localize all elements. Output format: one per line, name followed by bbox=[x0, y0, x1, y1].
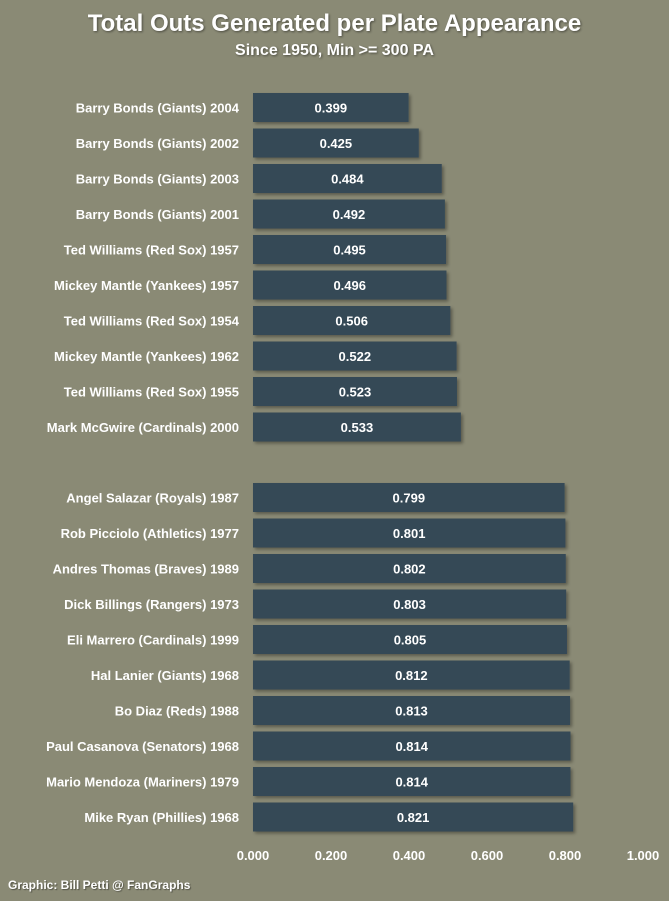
bar-value-label: 0.495 bbox=[333, 243, 366, 258]
bar-value-label: 0.802 bbox=[393, 562, 426, 577]
bar bbox=[253, 589, 567, 619]
bar bbox=[253, 128, 419, 158]
bar-value-label: 0.803 bbox=[393, 597, 426, 612]
category-label: Ted Williams (Red Sox) 1957 bbox=[64, 243, 239, 258]
category-label: Mark McGwire (Cardinals) 2000 bbox=[47, 420, 239, 435]
x-tick-label: 0.400 bbox=[393, 848, 426, 863]
bar-value-label: 0.799 bbox=[393, 491, 426, 506]
category-label: Ted Williams (Red Sox) 1955 bbox=[64, 385, 239, 400]
category-label: Mario Mendoza (Mariners) 1979 bbox=[46, 775, 239, 790]
x-tick-label: 0.200 bbox=[315, 848, 348, 863]
bar-value-label: 0.399 bbox=[315, 101, 348, 116]
category-label: Eli Marrero (Cardinals) 1999 bbox=[67, 633, 239, 648]
bar-value-label: 0.492 bbox=[333, 207, 366, 222]
x-axis-ticks: 0.000 0.200 0.400 0.600 0.800 1.000 bbox=[237, 848, 660, 863]
bar-value-label: 0.814 bbox=[395, 775, 428, 790]
bar bbox=[253, 235, 447, 264]
bar bbox=[253, 554, 566, 583]
category-labels: Barry Bonds (Giants) 2004 Barry Bonds (Gi… bbox=[46, 101, 240, 826]
x-tick-label: 0.600 bbox=[471, 848, 504, 863]
x-tick-label: 1.000 bbox=[627, 848, 660, 863]
bar bbox=[253, 802, 574, 832]
bar-value-label: 0.812 bbox=[395, 668, 428, 683]
category-label: Barry Bonds (Giants) 2001 bbox=[76, 207, 239, 222]
bar bbox=[253, 518, 566, 548]
bar-value-label: 0.813 bbox=[395, 704, 428, 719]
credit-footer: Graphic: Bill Petti @ FanGraphs bbox=[8, 878, 191, 892]
category-label: Bo Diaz (Reds) 1988 bbox=[115, 704, 239, 719]
bar bbox=[253, 625, 567, 654]
bar-value-label: 0.801 bbox=[393, 526, 426, 541]
category-label: Angel Salazar (Royals) 1987 bbox=[66, 491, 239, 506]
bar-value-label: 0.425 bbox=[320, 136, 353, 151]
bar-value-label: 0.523 bbox=[339, 385, 372, 400]
category-label: Barry Bonds (Giants) 2004 bbox=[76, 101, 240, 116]
bar bbox=[253, 164, 442, 193]
bar bbox=[253, 270, 447, 300]
bar-value-label: 0.821 bbox=[397, 810, 430, 825]
bar bbox=[253, 93, 409, 122]
bar bbox=[253, 767, 571, 796]
chart-subtitle: Since 1950, Min >= 300 PA bbox=[235, 42, 434, 59]
bar bbox=[253, 660, 570, 690]
category-label: Dick Billings (Rangers) 1973 bbox=[64, 597, 239, 612]
bar-value-label: 0.533 bbox=[341, 420, 374, 435]
bar bbox=[253, 696, 571, 725]
bar bbox=[253, 377, 457, 406]
bar-value-label: 0.496 bbox=[333, 278, 366, 293]
category-label: Mike Ryan (Phillies) 1968 bbox=[84, 810, 239, 825]
category-label: Ted Williams (Red Sox) 1954 bbox=[64, 314, 240, 329]
category-label: Mickey Mantle (Yankees) 1957 bbox=[54, 278, 239, 293]
bar bbox=[253, 483, 565, 512]
bar bbox=[253, 199, 445, 229]
category-label: Mickey Mantle (Yankees) 1962 bbox=[54, 349, 239, 364]
bar bbox=[253, 731, 571, 761]
x-tick-label: 0.000 bbox=[237, 848, 270, 863]
category-label: Barry Bonds (Giants) 2003 bbox=[76, 172, 239, 187]
category-label: Hal Lanier (Giants) 1968 bbox=[91, 668, 239, 683]
bar bbox=[253, 306, 451, 335]
bar-value-label: 0.484 bbox=[331, 172, 364, 187]
bar bbox=[253, 412, 461, 442]
bars-layer: 0.399 0.425 0.484 0.492 0.495 0.496 0.506 0.522… bbox=[253, 93, 574, 832]
bar-value-label: 0.522 bbox=[339, 349, 372, 364]
bar-value-label: 0.814 bbox=[395, 739, 428, 754]
category-label: Rob Picciolo (Athletics) 1977 bbox=[61, 526, 239, 541]
bar-value-label: 0.506 bbox=[335, 314, 368, 329]
x-tick-label: 0.800 bbox=[549, 848, 582, 863]
category-label: Andres Thomas (Braves) 1989 bbox=[53, 562, 239, 577]
chart-title: Total Outs Generated per Plate Appearanc… bbox=[87, 10, 582, 37]
bar bbox=[253, 341, 457, 371]
bar-value-label: 0.805 bbox=[394, 633, 427, 648]
category-label: Barry Bonds (Giants) 2002 bbox=[76, 136, 239, 151]
category-label: Paul Casanova (Senators) 1968 bbox=[46, 739, 239, 754]
